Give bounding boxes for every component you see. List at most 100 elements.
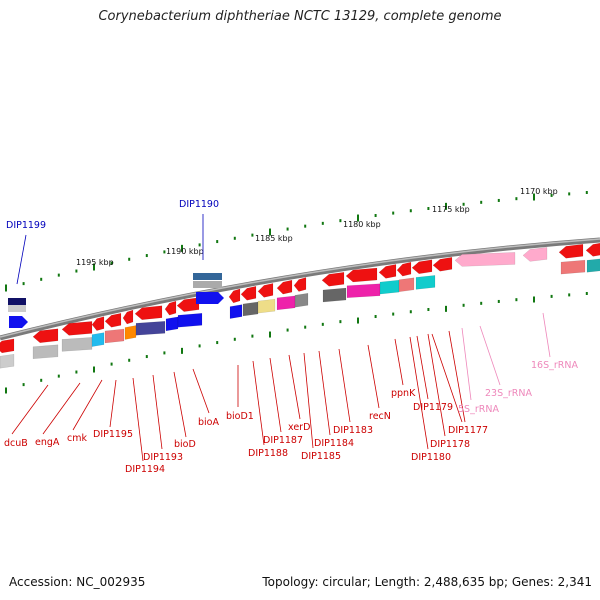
gene-feature[interactable] (257, 283, 274, 298)
outer-scale-tick (462, 202, 465, 206)
gene-feature[interactable] (411, 259, 433, 275)
label-DIP1179[interactable]: DIP1179 (413, 402, 453, 413)
gene-feature[interactable] (257, 298, 276, 314)
gene-feature[interactable] (0, 353, 15, 369)
gene-feature[interactable] (32, 344, 59, 360)
gene-feature[interactable] (229, 304, 243, 319)
gene-feature[interactable] (61, 321, 93, 336)
inner-scale-tick (497, 299, 500, 303)
label-DIP1183[interactable]: DIP1183 (333, 425, 373, 436)
gene-feature[interactable] (415, 275, 436, 290)
gene-feature[interactable] (177, 313, 203, 328)
gene-feature[interactable] (61, 337, 93, 352)
outer-scale-tick (568, 192, 571, 196)
gene-feature-upper[interactable] (196, 292, 224, 304)
gene-feature[interactable] (396, 261, 412, 277)
gene-feature-upper[interactable] (8, 305, 26, 312)
gene-features (0, 242, 600, 369)
gene-feature[interactable] (586, 258, 600, 273)
gene-feature[interactable] (585, 242, 600, 257)
gene-feature[interactable] (378, 264, 397, 279)
gene-feature[interactable] (124, 325, 137, 340)
label-cmk[interactable]: cmk (67, 433, 87, 444)
gene-feature[interactable] (242, 301, 259, 317)
label-bioA[interactable]: bioA (198, 417, 219, 428)
inner-scale-tick (357, 317, 359, 324)
gene-feature-upper[interactable] (9, 316, 28, 328)
label-DIP1185[interactable]: DIP1185 (301, 451, 341, 462)
gene-feature[interactable] (294, 292, 309, 308)
outer-scale-tick (145, 254, 148, 258)
gene-feature[interactable] (104, 328, 125, 344)
outer-scale-tick (427, 207, 430, 211)
outer-scale-tick (216, 240, 219, 244)
gene-feature[interactable] (134, 305, 163, 320)
gene-feature[interactable] (321, 271, 345, 287)
gene-feature[interactable] (104, 312, 122, 328)
gene-feature[interactable] (0, 338, 15, 354)
label-engA[interactable]: engA (35, 437, 60, 448)
gene-feature[interactable] (32, 328, 59, 344)
leader-line (318, 350, 331, 436)
gene-feature[interactable] (432, 256, 453, 272)
leader-line (132, 377, 144, 462)
gene-feature[interactable] (558, 243, 584, 259)
leader-line (416, 335, 429, 400)
upper-labels: DIP1199 DIP1190 (6, 199, 219, 231)
gene-feature[interactable] (454, 252, 516, 267)
label-DIP1178[interactable]: DIP1178 (430, 439, 470, 450)
label-5S-rRNA[interactable]: 5S_rRNA (458, 404, 499, 415)
label-DIP1187[interactable]: DIP1187 (263, 435, 303, 446)
label-ppnK[interactable]: ppnK (391, 388, 416, 399)
gene-feature[interactable] (240, 285, 257, 301)
outer-scale-tick (163, 250, 166, 254)
kbp-label-1190: 1190 kbp (166, 247, 204, 256)
gene-feature[interactable] (164, 300, 177, 316)
leader-line (288, 354, 301, 420)
gene-feature[interactable] (228, 288, 241, 304)
label-DIP1195[interactable]: DIP1195 (93, 429, 133, 440)
gene-feature[interactable] (345, 267, 378, 283)
label-bioD[interactable]: bioD (174, 439, 196, 450)
label-recN[interactable]: recN (369, 411, 391, 422)
inner-scale-tick (251, 334, 254, 338)
inner-scale-tick (480, 301, 483, 305)
gene-feature[interactable] (176, 297, 200, 312)
label-bioD1[interactable]: bioD1 (226, 411, 254, 422)
label-16S-rRNA[interactable]: 16S_rRNA (531, 360, 578, 371)
label-23S-rRNA[interactable]: 23S_rRNA (485, 388, 532, 399)
gene-feature-upper[interactable] (193, 273, 222, 280)
gene-feature[interactable] (165, 316, 179, 332)
gene-feature[interactable] (346, 283, 381, 298)
gene-feature[interactable] (91, 332, 105, 347)
label-DIP1193[interactable]: DIP1193 (143, 452, 183, 463)
gene-feature[interactable] (379, 279, 400, 295)
gene-feature[interactable] (122, 309, 134, 325)
gene-feature[interactable] (322, 287, 347, 303)
gene-feature-upper[interactable] (193, 281, 222, 288)
gene-feature[interactable] (135, 321, 166, 336)
outer-scale-tick (128, 257, 131, 261)
label-DIP1188[interactable]: DIP1188 (248, 448, 288, 459)
label-dcuB[interactable]: dcuB (4, 438, 28, 449)
label-xerD[interactable]: xerD (288, 422, 310, 433)
leader-line (269, 357, 282, 433)
gene-feature[interactable] (398, 277, 415, 293)
gene-feature[interactable] (91, 316, 105, 331)
gene-feature[interactable] (276, 279, 293, 295)
outer-scale-tick (198, 243, 201, 247)
outer-scale-tick (515, 197, 518, 201)
label-DIP1190[interactable]: DIP1190 (179, 199, 219, 210)
gene-feature[interactable] (293, 277, 307, 292)
label-DIP1180[interactable]: DIP1180 (411, 452, 451, 463)
gene-feature[interactable] (560, 259, 586, 275)
label-DIP1177[interactable]: DIP1177 (448, 425, 488, 436)
gene-feature[interactable] (276, 295, 296, 311)
label-DIP1184[interactable]: DIP1184 (314, 438, 354, 449)
label-DIP1194[interactable]: DIP1194 (125, 464, 165, 475)
label-DIP1199[interactable]: DIP1199 (6, 220, 46, 231)
outer-scale-tick (480, 200, 483, 204)
gene-feature[interactable] (522, 247, 548, 262)
gene-feature-upper[interactable] (8, 298, 26, 305)
outer-scale-tick (533, 193, 535, 201)
